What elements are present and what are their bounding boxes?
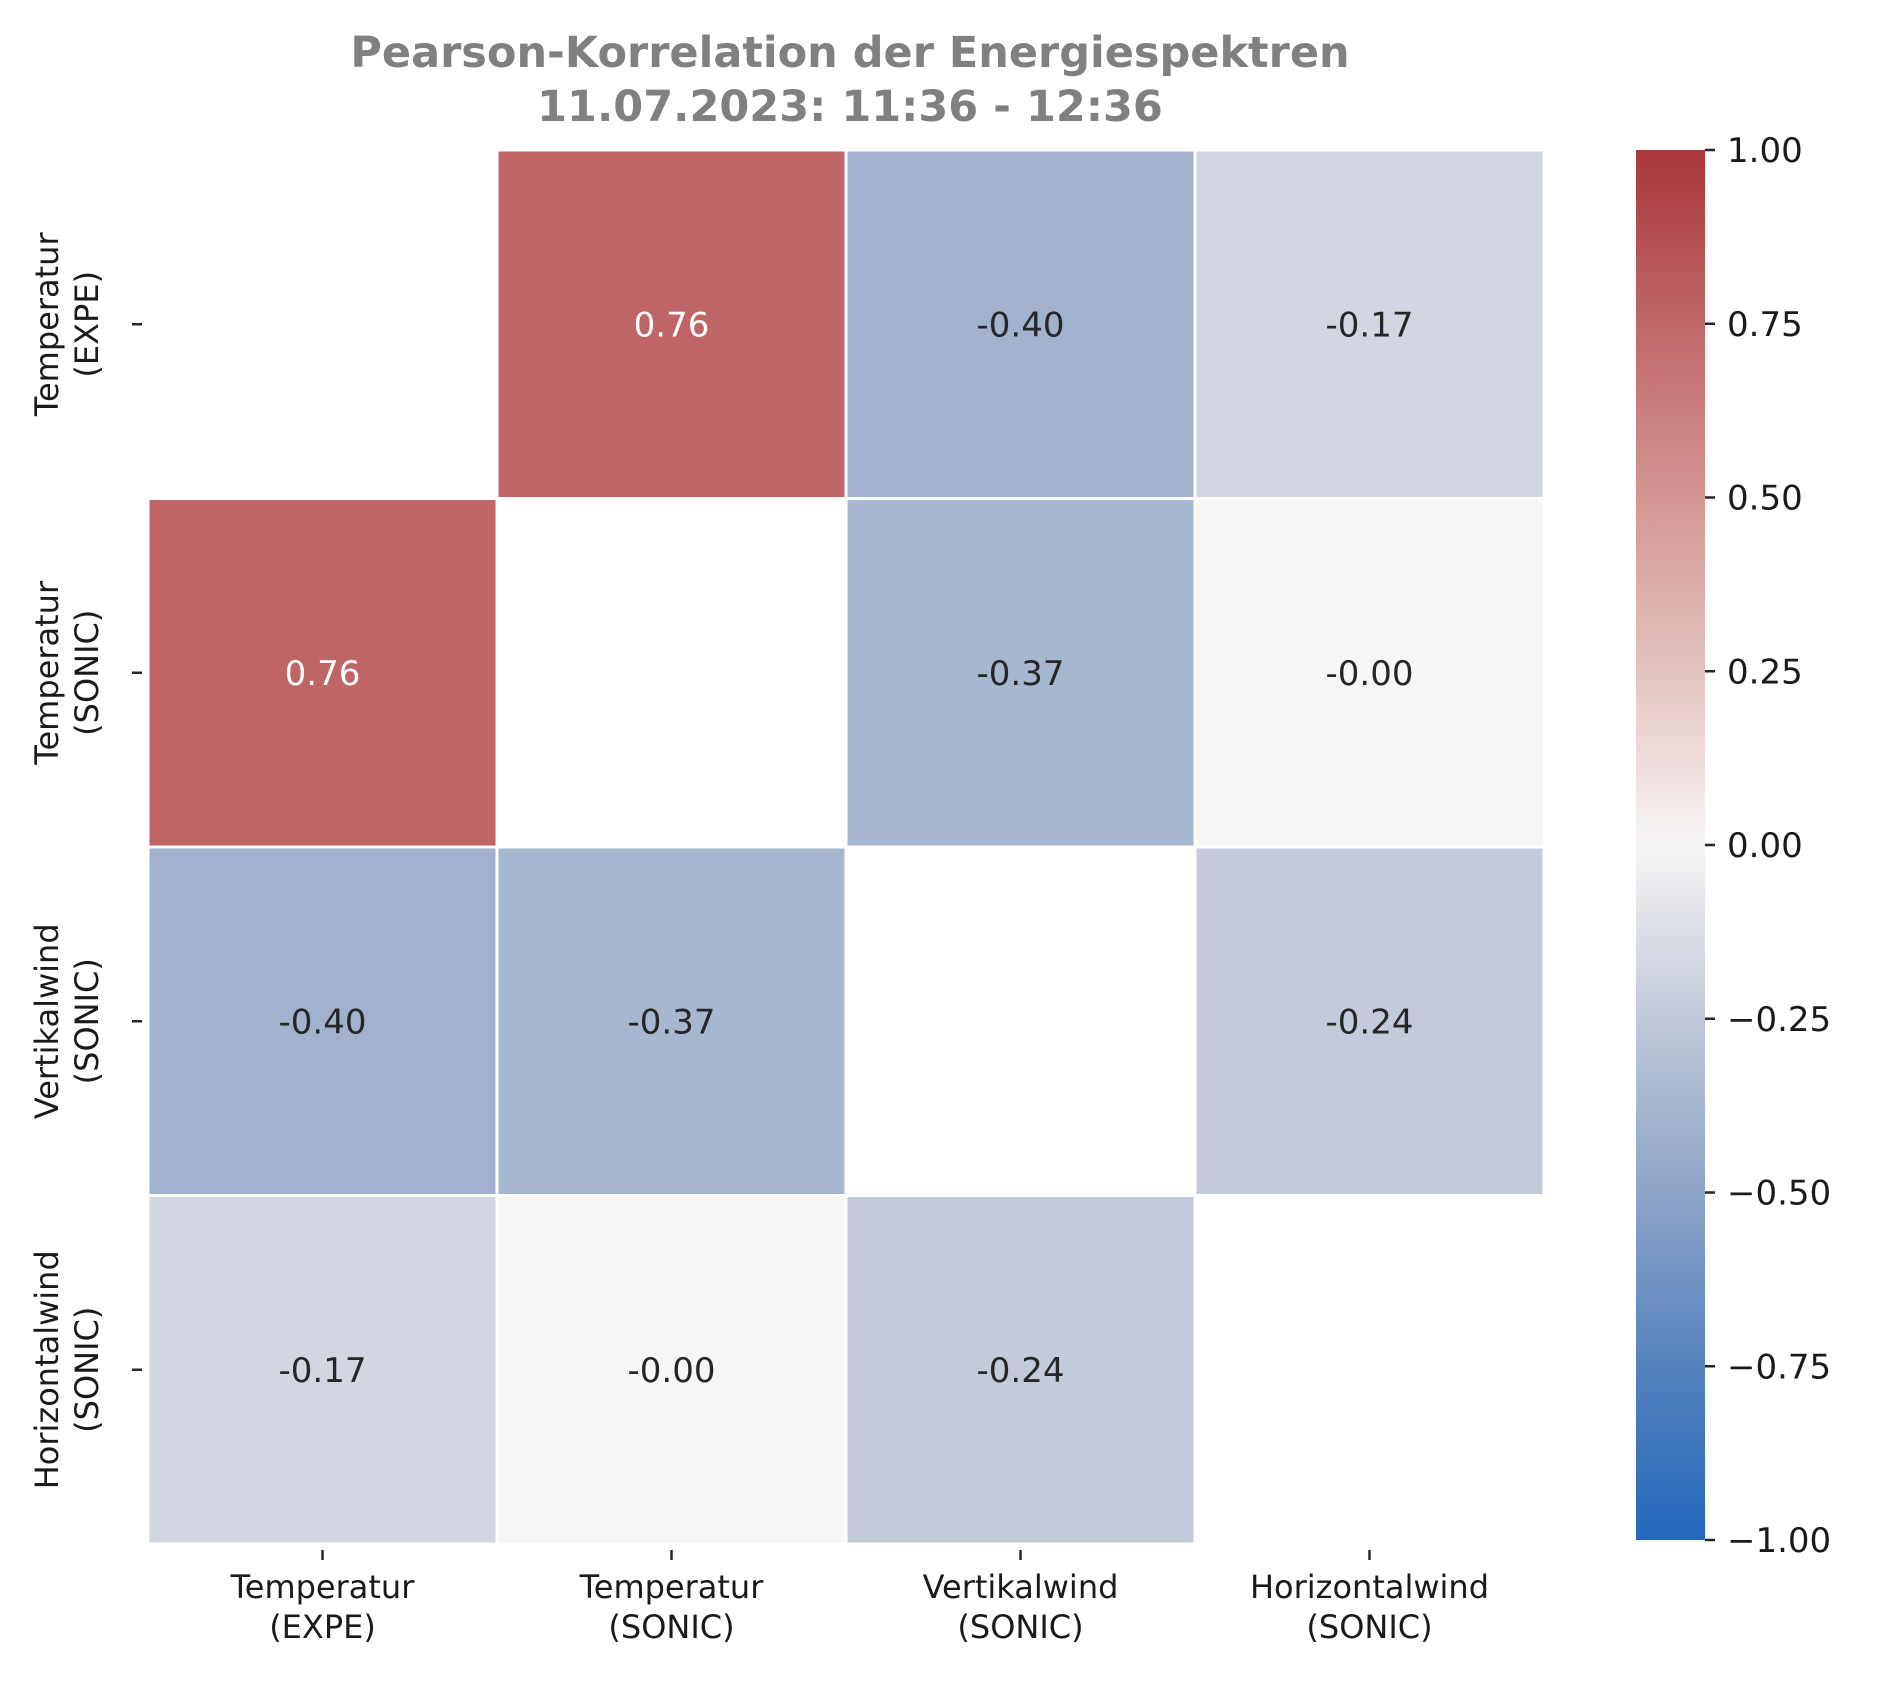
colorbar-tick-label-4: 0.00 bbox=[1727, 826, 1803, 866]
heatmap-cell-r1-c0 bbox=[146, 497, 499, 849]
heatmap-cell-r0-c3 bbox=[1193, 148, 1546, 500]
colorbar-tick-label-1: 0.75 bbox=[1727, 305, 1803, 345]
y-tick-label-0: Temperatur (EXPE) bbox=[28, 232, 106, 418]
chart-title-line-1: Pearson-Korrelation der Energiespektren bbox=[350, 28, 1349, 78]
heatmap-cell-r1-c3 bbox=[1193, 497, 1546, 849]
colorbar-tick-label-6: −0.50 bbox=[1727, 1174, 1831, 1214]
x-tick-label-0-line-1: (EXPE) bbox=[269, 1608, 376, 1646]
x-tick-label-2-line-1: (SONIC) bbox=[957, 1608, 1083, 1646]
heatmap-cell-r0-c2 bbox=[844, 148, 1197, 500]
heatmap-cell-r1-c2 bbox=[844, 497, 1197, 849]
cell-value-label-r0-c1: 0.76 bbox=[634, 305, 710, 345]
y-tick-label-3: Horizontalwind (SONIC) bbox=[28, 1250, 106, 1489]
heatmap-cell-r3-c0 bbox=[146, 1194, 499, 1546]
y-tick-label-2-line-0: Vertikalwind bbox=[28, 923, 66, 1119]
y-tick-label-0-line-0: Temperatur bbox=[28, 232, 66, 418]
y-tick-label-2: Vertikalwind (SONIC) bbox=[28, 923, 106, 1119]
x-axis-ticks: Temperatur(EXPE)Temperatur(SONIC)Vertika… bbox=[230, 1550, 1489, 1646]
cell-value-label-r1-c2: -0.37 bbox=[977, 654, 1065, 694]
x-tick-label-3-line-0: Horizontalwind bbox=[1250, 1568, 1489, 1606]
cell-value-label-r3-c1: -0.00 bbox=[628, 1351, 716, 1391]
heatmap-cell-r0-c0 bbox=[146, 148, 499, 500]
y-tick-label-3-line-1: (SONIC) bbox=[68, 1307, 106, 1433]
y-tick-label-1-line-1: (SONIC) bbox=[68, 610, 106, 736]
y-tick-label-1: Temperatur (SONIC) bbox=[28, 580, 106, 766]
cell-value-label-r0-c2: -0.40 bbox=[977, 305, 1065, 345]
y-tick-label-2-line-1: (SONIC) bbox=[68, 958, 106, 1084]
colorbar-tick-label-2: 0.50 bbox=[1727, 479, 1803, 519]
y-tick-label-1-line-0: Temperatur bbox=[28, 580, 66, 766]
x-tick-label-3-line-1: (SONIC) bbox=[1306, 1608, 1432, 1646]
heatmap-cell-r2-c1 bbox=[495, 845, 848, 1197]
heatmap-cell-r2-c2 bbox=[844, 845, 1197, 1197]
cell-value-label-r2-c1: -0.37 bbox=[628, 1002, 716, 1042]
cell-value-label-r2-c0: -0.40 bbox=[279, 1002, 367, 1042]
colorbar-tick-label-0: 1.00 bbox=[1727, 131, 1803, 171]
heatmap-cell-r3-c3 bbox=[1193, 1194, 1546, 1546]
colorbar-tick-label-7: −0.75 bbox=[1727, 1347, 1831, 1387]
heatmap-cell-r3-c2 bbox=[844, 1194, 1197, 1546]
cell-value-label-r3-c0: -0.17 bbox=[279, 1351, 367, 1391]
heatmap-cell-r0-c1 bbox=[495, 148, 848, 500]
x-tick-label-1-line-1: (SONIC) bbox=[608, 1608, 734, 1646]
cell-value-label-r0-c3: -0.17 bbox=[1326, 305, 1414, 345]
chart-title-line-2: 11.07.2023: 11:36 - 12:36 bbox=[537, 82, 1163, 132]
cell-value-label-r1-c3: -0.00 bbox=[1326, 654, 1414, 694]
y-tick-label-0-line-1: (EXPE) bbox=[68, 271, 106, 378]
y-axis-ticks: Temperatur (EXPE)Temperatur (SONIC)Vertika… bbox=[28, 232, 142, 1489]
colorbar-tick-label-3: 0.25 bbox=[1727, 652, 1803, 692]
y-tick-label-3-line-0: Horizontalwind bbox=[28, 1250, 66, 1489]
colorbar-ticks: 1.00 0.75 0.50 0.25 0.00 −0.25 −0.50 −0.75 −1.00 bbox=[1705, 131, 1831, 1561]
colorbar-tick-label-5: −0.25 bbox=[1727, 1000, 1831, 1040]
colorbar bbox=[1636, 150, 1705, 1540]
colorbar-tick-label-8: −1.00 bbox=[1727, 1521, 1831, 1561]
x-tick-label-0-line-0: Temperatur bbox=[230, 1568, 416, 1606]
cell-value-label-r3-c2: -0.24 bbox=[977, 1351, 1065, 1391]
x-tick-label-2-line-0: Vertikalwind bbox=[923, 1568, 1119, 1606]
x-tick-label-1-line-0: Temperatur bbox=[579, 1568, 765, 1606]
cell-value-label-r1-c0: 0.76 bbox=[285, 654, 361, 694]
heatmap-cells: 0.76 -0.40 -0.17 0.76 -0.37 -0.00 -0.40 -0.37 -0… bbox=[146, 148, 1546, 1546]
heatmap-cell-r1-c1 bbox=[495, 497, 848, 849]
cell-value-label-r2-c3: -0.24 bbox=[1326, 1002, 1414, 1042]
